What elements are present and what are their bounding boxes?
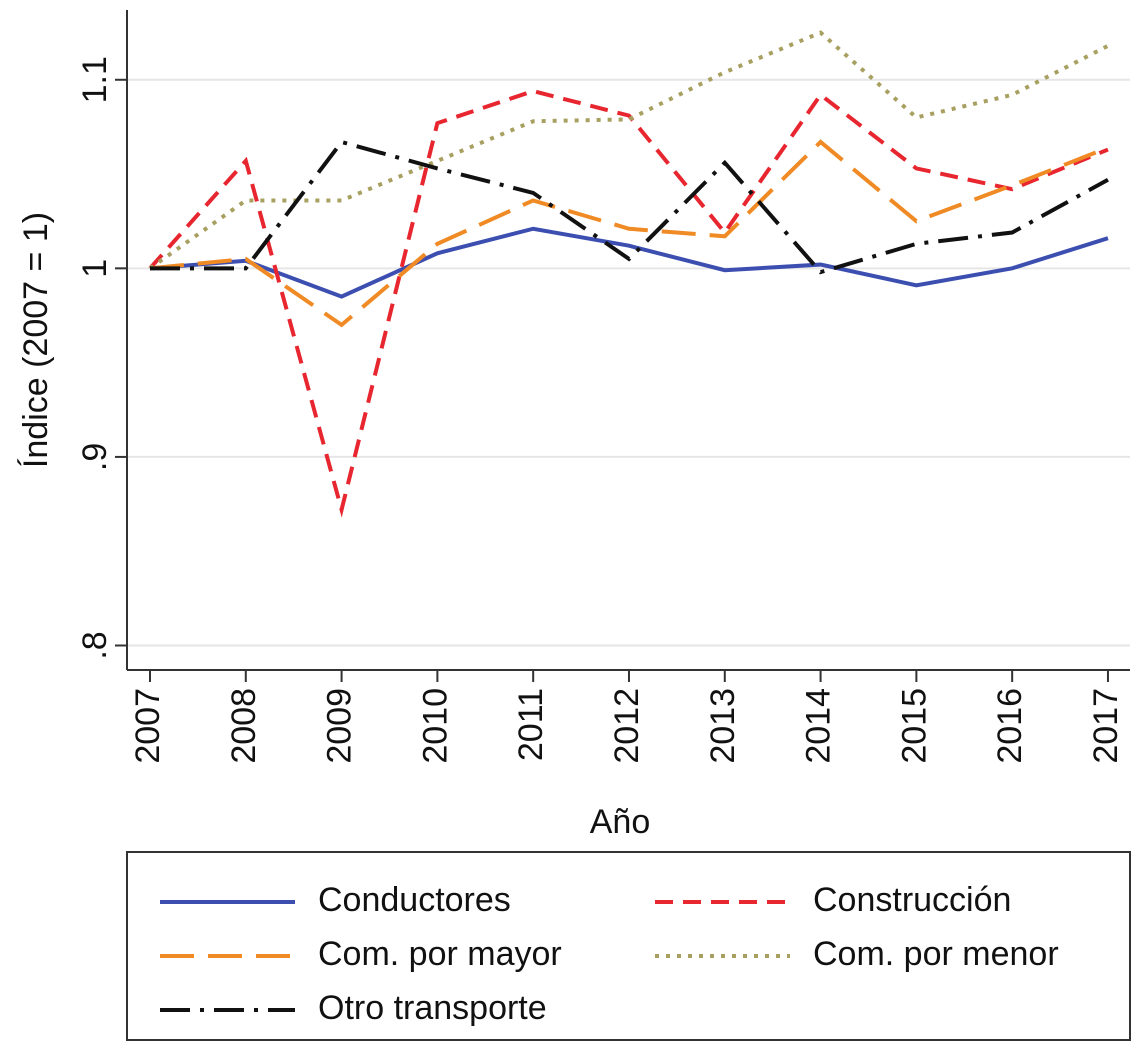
y-axis-label: Índice (2007 = 1) bbox=[17, 212, 55, 468]
series-line bbox=[149, 139, 1109, 328]
series-line bbox=[149, 139, 1109, 275]
x-tick-label: 2011 bbox=[512, 688, 550, 761]
x-tick-label: 2012 bbox=[608, 688, 646, 764]
y-tick-label: .9 bbox=[76, 443, 114, 471]
legend-label: Otro transporte bbox=[318, 989, 547, 1027]
x-tick-label: 2007 bbox=[129, 688, 167, 764]
x-axis-label: Año bbox=[590, 803, 651, 841]
x-tick-label: 2010 bbox=[416, 688, 454, 764]
legend-box bbox=[126, 851, 1131, 1041]
x-tick-label: 2008 bbox=[225, 688, 263, 764]
y-tick-label: 1.1 bbox=[76, 56, 114, 103]
y-tick-label: .8 bbox=[76, 631, 114, 659]
legend-label: Construcción bbox=[813, 881, 1011, 919]
x-tick-label: 2016 bbox=[991, 688, 1029, 764]
x-tick-label: 2017 bbox=[1087, 688, 1125, 764]
legend-label: Com. por menor bbox=[813, 935, 1059, 973]
series-line bbox=[148, 89, 1109, 518]
legend-label: Com. por mayor bbox=[318, 935, 562, 973]
legend-label: Conductores bbox=[318, 881, 511, 919]
x-tick-label: 2015 bbox=[895, 688, 933, 764]
x-tick-label: 2014 bbox=[800, 688, 838, 764]
x-tick-label: 2009 bbox=[321, 688, 359, 764]
series-line bbox=[149, 226, 1109, 299]
y-tick-label: 1 bbox=[76, 259, 114, 278]
x-tick-label: 2013 bbox=[704, 688, 742, 764]
